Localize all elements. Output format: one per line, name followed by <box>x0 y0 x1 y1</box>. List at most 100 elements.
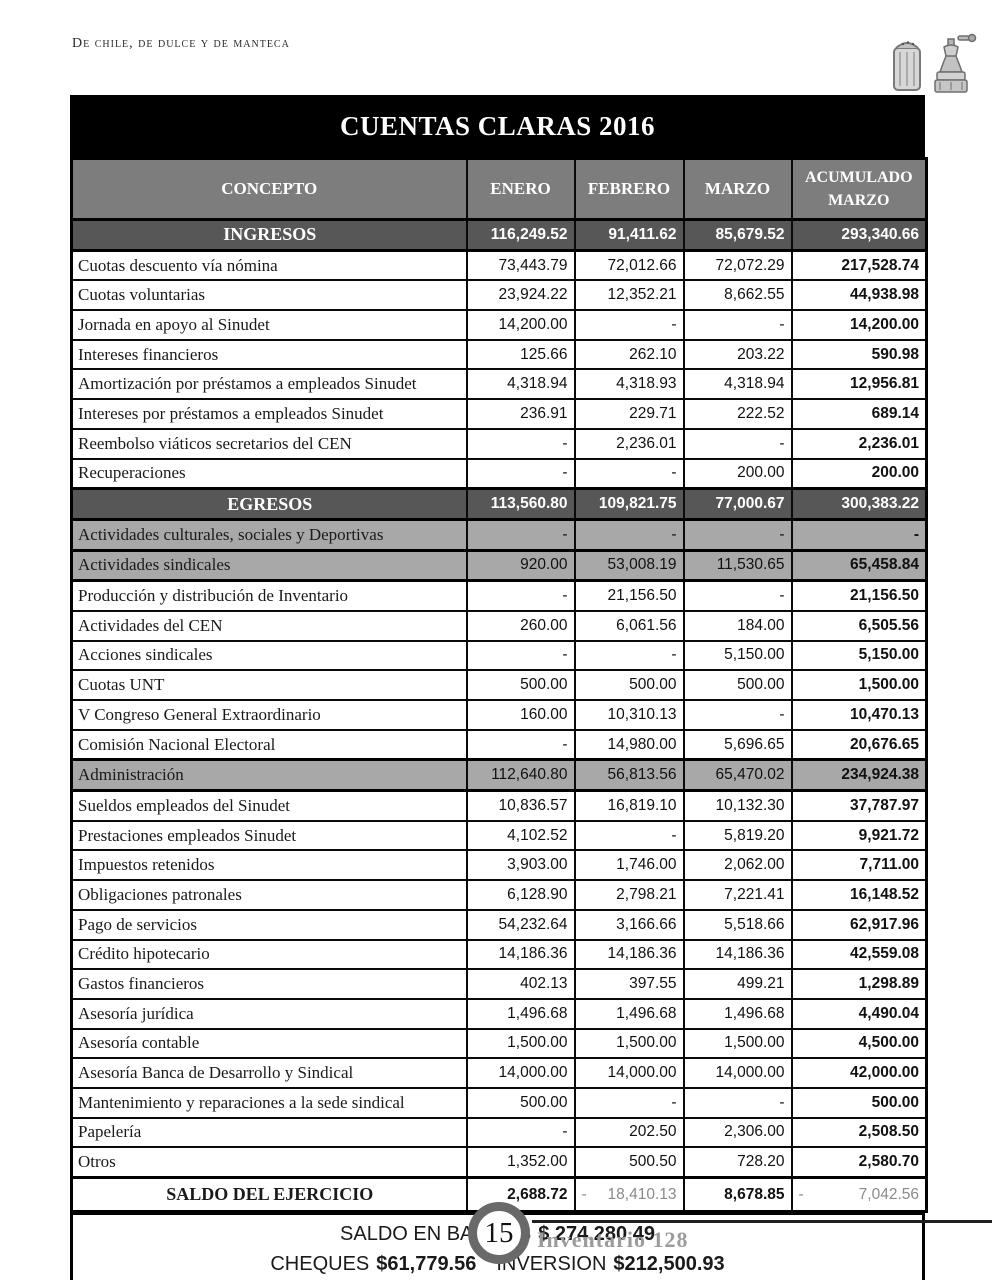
cell-acumulado: 1,500.00 <box>790 669 928 701</box>
cell-febrero: - <box>573 517 685 552</box>
cell-febrero: 4,318.93 <box>573 368 685 401</box>
table-row: Acciones sindicales - -5,150.00 5,150.00 <box>70 639 928 672</box>
row-label: INGRESOS <box>70 218 468 252</box>
row-label: Mantenimiento y reparaciones a la sede s… <box>70 1086 468 1119</box>
row-label: Cuotas descuento vía nómina <box>70 249 468 282</box>
cell-acumulado: 1,298.89 <box>790 968 928 1000</box>
page-number-badge: 15 <box>468 1202 530 1264</box>
cell-febrero: 91,411.62 <box>573 218 685 252</box>
inversion-value: $212,500.93 <box>613 1252 725 1275</box>
cheques-value: $61,779.56 <box>376 1252 477 1275</box>
cell-acumulado: - <box>790 517 928 552</box>
cell-febrero: 14,980.00 <box>573 728 685 761</box>
row-label: Asesoría Banca de Desarrollo y Sindical <box>70 1057 468 1089</box>
cell-enero: - <box>465 639 576 672</box>
cell-febrero: 2,236.01 <box>573 427 685 460</box>
cell-acumulado: 37,787.97 <box>790 789 928 822</box>
table-header: CONCEPTO ENERO FEBRERO MARZO ACUMULADO M… <box>70 157 928 221</box>
row-label: Impuestos retenidos <box>70 849 468 882</box>
table-row: Asesoría jurídica 1,496.68 1,496.68 1,496.6… <box>70 997 928 1030</box>
cell-enero: 6,128.90 <box>465 879 576 911</box>
cell-febrero: 16,819.10 <box>573 789 685 822</box>
cell-marzo: 65,470.02 <box>682 758 793 793</box>
cell-acumulado: 234,924.38 <box>790 758 928 793</box>
publication-title: Inventario 128 <box>537 1227 689 1252</box>
cell-enero: 236.91 <box>465 398 576 430</box>
cell-acumulado: 2,508.50 <box>790 1116 928 1149</box>
cell-febrero: 6,061.56 <box>573 609 685 642</box>
table-row: Asesoría contable 1,500.00 1,500.00 1,500.0… <box>70 1027 928 1060</box>
cell-marzo: 14,000.00 <box>682 1057 793 1089</box>
cell-febrero: 3,166.66 <box>573 908 685 941</box>
cell-febrero: 14,186.36 <box>573 938 685 971</box>
row-label: Jornada en apoyo al Sinudet <box>70 309 468 341</box>
cell-febrero: 1,496.68 <box>573 997 685 1030</box>
cell-febrero: 109,821.75 <box>573 487 685 521</box>
cell-acumulado: 5,150.00 <box>790 639 928 672</box>
cell-febrero: 500.50 <box>573 1146 685 1179</box>
cell-febrero: 202.50 <box>573 1116 685 1149</box>
cell-enero: - <box>465 1116 576 1149</box>
cell-marzo: 222.52 <box>682 398 793 430</box>
cell-acumulado: 2,236.01 <box>790 427 928 460</box>
cell-marzo: 5,696.65 <box>682 728 793 761</box>
cell-acumulado: 2,580.70 <box>790 1146 928 1179</box>
inversion-label: INVERSION <box>496 1252 607 1275</box>
table-row: Administración 112,640.80 56,813.56 65,470.… <box>70 758 928 793</box>
row-label: V Congreso General Extraordinario <box>70 699 468 731</box>
accounts-table-wrapper: CUENTAS CLARAS 2016 CONCEPTO ENERO FEBRE… <box>70 95 928 1280</box>
row-label: Cuotas UNT <box>70 669 468 701</box>
cell-febrero: 1,500.00 <box>573 1027 685 1060</box>
row-label: Crédito hipotecario <box>70 938 468 971</box>
cell-enero: 160.00 <box>465 699 576 731</box>
table-row: Cuotas UNT 500.00 500.00 500.00 1,500.00 <box>70 669 928 701</box>
cell-febrero: -18,410.13 <box>573 1176 685 1213</box>
table-row: Recuperaciones - -200.00 200.00 <box>70 457 928 490</box>
cell-marzo: 1,496.68 <box>682 997 793 1030</box>
cell-febrero: 397.55 <box>573 968 685 1000</box>
cell-marzo: - <box>682 309 793 341</box>
cell-marzo: 5,150.00 <box>682 639 793 672</box>
cell-enero: 125.66 <box>465 338 576 371</box>
cell-marzo: - <box>682 699 793 731</box>
cell-marzo: 499.21 <box>682 968 793 1000</box>
cell-febrero: 12,352.21 <box>573 279 685 312</box>
accounts-table: CONCEPTO ENERO FEBRERO MARZO ACUMULADO M… <box>70 157 928 1213</box>
row-label: Comisión Nacional Electoral <box>70 728 468 761</box>
table-row: Actividades del CEN 260.00 6,061.56 184.00 6… <box>70 609 928 642</box>
row-label: Sueldos empleados del Sinudet <box>70 789 468 822</box>
cell-acumulado: 500.00 <box>790 1086 928 1119</box>
cell-marzo: 7,221.41 <box>682 879 793 911</box>
cell-enero: 402.13 <box>465 968 576 1000</box>
cell-acumulado: 293,340.66 <box>790 218 928 252</box>
cell-acumulado: 7,711.00 <box>790 849 928 882</box>
row-label: SALDO DEL EJERCICIO <box>70 1176 468 1213</box>
saldo-row: SALDO DEL EJERCICIO 2,688.72-18,410.13 8,6… <box>70 1176 928 1213</box>
row-label: Reembolso viáticos secretarios del CEN <box>70 427 468 460</box>
cell-acumulado: 21,156.50 <box>790 579 928 612</box>
cell-acumulado: 44,938.98 <box>790 279 928 312</box>
table-row: Cuotas descuento vía nómina 73,443.79 72,0… <box>70 249 928 282</box>
cell-enero: 1,496.68 <box>465 997 576 1030</box>
cell-enero: - <box>465 427 576 460</box>
summary-line-cheques-inversion: CHEQUES $61,779.56 INVERSION $212,500.93 <box>73 1249 922 1279</box>
cell-febrero: 14,000.00 <box>573 1057 685 1089</box>
cell-marzo: 200.00 <box>682 457 793 490</box>
cell-acumulado: 590.98 <box>790 338 928 371</box>
row-label: Asesoría contable <box>70 1027 468 1060</box>
salt-and-pepper-icon <box>882 30 982 103</box>
row-label: Recuperaciones <box>70 457 468 490</box>
cell-acumulado: 9,921.72 <box>790 819 928 852</box>
cell-marzo: 11,530.65 <box>682 548 793 583</box>
cell-marzo: 77,000.67 <box>682 487 793 521</box>
page-number: 15 <box>484 1216 514 1249</box>
cell-acumulado: 6,505.56 <box>790 609 928 642</box>
col-header-marzo: MARZO <box>682 157 793 221</box>
row-label: Actividades culturales, sociales y Depor… <box>70 517 468 552</box>
cell-marzo: 72,072.29 <box>682 249 793 282</box>
cell-febrero: 56,813.56 <box>573 758 685 793</box>
row-label: Otros <box>70 1146 468 1179</box>
bancos-value: $ 274,280.49 <box>538 1222 655 1245</box>
cell-enero: 500.00 <box>465 669 576 701</box>
cell-enero: 23,924.22 <box>465 279 576 312</box>
